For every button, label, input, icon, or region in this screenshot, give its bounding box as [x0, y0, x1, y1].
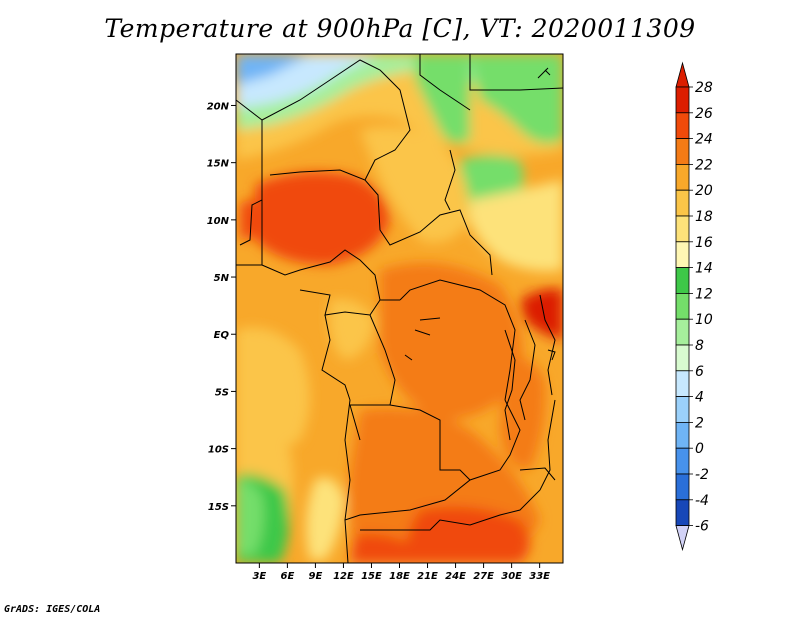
colorbar-label: 12 — [695, 286, 713, 302]
colorbar-segment — [675, 292, 690, 320]
colorbar-label: 14 — [695, 261, 713, 277]
grads-credit: GrADS: IGES/COLA — [4, 604, 101, 615]
lat-label: 10S — [208, 445, 229, 456]
lon-label: 27E — [473, 571, 494, 582]
colorbar-segment — [675, 112, 690, 140]
lon-label: 33E — [529, 571, 550, 582]
lat-label: 20N — [207, 101, 230, 112]
colorbar-segment — [675, 215, 690, 243]
colorbar-segment — [675, 241, 690, 269]
lat-label: 5S — [215, 387, 229, 398]
colorbar-label: 8 — [695, 338, 704, 354]
colorbar-segment — [675, 396, 690, 423]
colorbar-segment — [675, 267, 690, 294]
lon-label: 24E — [445, 571, 466, 582]
colorbar-label: 22 — [695, 157, 713, 173]
colorbar-under-arrow — [675, 525, 690, 552]
colorbar-label: 24 — [695, 132, 713, 148]
colorbar-segment — [675, 189, 690, 217]
lat-label: 15S — [208, 502, 229, 513]
colorbar-label: 20 — [695, 183, 713, 199]
lat-label: 10N — [207, 216, 230, 227]
longitude-axis: 3E 6E 9E 12E 15E 18E 21E 24E 27E 30E 33E — [252, 563, 550, 582]
lon-label: 9E — [309, 571, 323, 582]
colorbar-segment — [675, 138, 690, 165]
colorbar-label: 10 — [695, 312, 713, 328]
temperature-field — [236, 54, 563, 563]
lon-label: 6E — [280, 571, 294, 582]
lon-label: 18E — [389, 571, 410, 582]
lon-label: 21E — [417, 571, 438, 582]
colorbar-label: 26 — [695, 106, 713, 122]
colorbar-segment — [675, 318, 690, 346]
colorbar-segment — [675, 447, 690, 475]
colorbar-over-arrow — [675, 61, 690, 88]
lon-label: 30E — [501, 571, 522, 582]
colorbar-segment — [675, 163, 690, 191]
colorbar-segment — [675, 473, 690, 501]
colorbar-label: 2 — [695, 415, 704, 431]
lat-label: 15N — [207, 159, 230, 170]
colorbar-label: -4 — [695, 493, 709, 509]
colorbar-segment — [675, 499, 690, 526]
lon-label: 3E — [252, 571, 266, 582]
colorbar-label: 16 — [695, 235, 713, 251]
colorbar-label: 28 — [695, 80, 713, 96]
colorbar-label: 18 — [695, 209, 713, 225]
colorbar-label: -2 — [695, 467, 709, 483]
lon-label: 12E — [333, 571, 354, 582]
colorbar-segment — [675, 86, 690, 114]
colorbar-label: 6 — [695, 364, 704, 380]
colorbar-label: 4 — [695, 390, 704, 406]
map-title: Temperature at 900hPa [C], VT: 202001130… — [104, 14, 696, 43]
colorbar-segment — [675, 370, 690, 397]
colorbar-label: -6 — [695, 519, 709, 535]
map-boundaries — [236, 54, 563, 563]
colorbar-segment — [675, 344, 690, 372]
lat-label: EQ — [214, 330, 230, 341]
colorbar-segment — [675, 421, 690, 449]
lon-label: 15E — [361, 571, 382, 582]
colorbar-label: 0 — [695, 441, 704, 457]
lat-label: 5N — [214, 273, 230, 284]
latitude-axis: 20N 15N 10N 5N EQ 5S 10S 15S — [207, 101, 236, 513]
